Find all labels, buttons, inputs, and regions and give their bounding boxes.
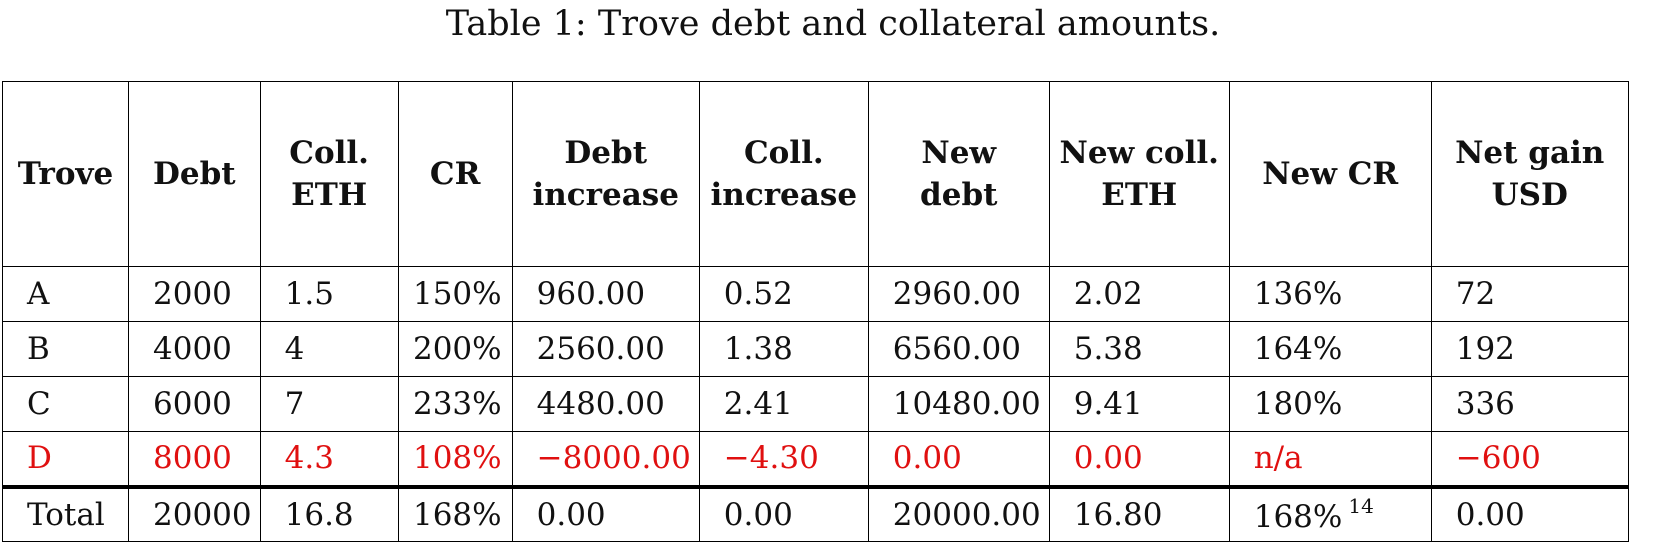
cell-debt-increase: −8000.00 — [511, 431, 700, 489]
cell-new-coll-eth: 5.38 — [1048, 321, 1230, 377]
cell-new-cr: 180% — [1228, 376, 1432, 432]
table-row: A 2000 1.5 150% 960.00 0.52 2960.00 2.02… — [2, 266, 1629, 322]
table-total-row: Total 20000 16.8 168% 0.00 0.00 20000.00… — [2, 486, 1629, 542]
cell-cr: 150% — [397, 266, 513, 322]
cell-new-cr-value: 168% — [1253, 499, 1343, 536]
cell-trove: C — [2, 376, 129, 432]
cell-new-coll-eth: 0.00 — [1048, 431, 1230, 489]
header-new-coll-eth: New coll. ETH — [1048, 81, 1230, 267]
table-caption: Table 1: Trove debt and collateral amoun… — [445, 4, 1221, 44]
cell-trove: D — [2, 431, 129, 489]
table-header-row: Trove Debt Coll. ETH CR Debt increase Coll… — [2, 81, 1629, 267]
header-new-debt: New debt — [867, 81, 1050, 267]
header-net-gain-usd: Net gain USD — [1430, 81, 1629, 267]
cell-debt-increase: 960.00 — [511, 266, 700, 322]
cell-coll-increase: 1.38 — [698, 321, 869, 377]
cell-coll-increase: 0.52 — [698, 266, 869, 322]
cell-new-debt: 20000.00 — [867, 486, 1050, 542]
cell-debt: 20000 — [128, 486, 261, 542]
cell-new-debt: 2960.00 — [867, 266, 1050, 322]
cell-coll-eth: 7 — [259, 376, 399, 432]
cell-new-coll-eth: 16.80 — [1048, 486, 1230, 542]
table-row: B 4000 4 200% 2560.00 1.38 6560.00 5.38 … — [2, 321, 1629, 377]
cell-debt-increase: 0.00 — [511, 486, 700, 542]
cell-debt: 2000 — [128, 266, 261, 322]
header-debt: Debt — [128, 81, 261, 267]
header-cr: CR — [397, 81, 513, 267]
cell-coll-increase: 0.00 — [698, 486, 869, 542]
cell-coll-eth: 4.3 — [259, 431, 399, 489]
cell-net-gain-usd: 192 — [1430, 321, 1629, 377]
cell-coll-eth: 16.8 — [259, 486, 399, 542]
cell-new-debt: 10480.00 — [867, 376, 1050, 432]
cell-net-gain-usd: 0.00 — [1430, 486, 1629, 542]
cell-cr: 168% — [397, 486, 513, 542]
trove-table: Trove Debt Coll. ETH CR Debt increase Coll… — [2, 81, 1629, 542]
cell-net-gain-usd: 336 — [1430, 376, 1629, 432]
cell-coll-eth: 1.5 — [259, 266, 399, 322]
cell-new-cr: 136% — [1228, 266, 1432, 322]
table-row: C 6000 7 233% 4480.00 2.41 10480.00 9.41… — [2, 376, 1629, 432]
footnote-marker: 14 — [1348, 494, 1374, 519]
header-coll-increase: Coll. increase — [698, 81, 869, 267]
cell-debt-increase: 4480.00 — [511, 376, 700, 432]
cell-trove: A — [2, 266, 129, 322]
cell-new-cr: 164% — [1228, 321, 1432, 377]
cell-cr: 233% — [397, 376, 513, 432]
cell-cr: 200% — [397, 321, 513, 377]
cell-debt-increase: 2560.00 — [511, 321, 700, 377]
header-trove: Trove — [2, 81, 129, 267]
header-debt-increase: Debt increase — [511, 81, 700, 267]
header-coll-eth: Coll. ETH — [259, 81, 399, 267]
cell-debt: 6000 — [128, 376, 261, 432]
cell-net-gain-usd: −600 — [1430, 431, 1629, 489]
cell-new-debt: 0.00 — [867, 431, 1050, 489]
cell-net-gain-usd: 72 — [1430, 266, 1629, 322]
cell-trove: Total — [2, 486, 129, 542]
cell-new-coll-eth: 9.41 — [1048, 376, 1230, 432]
cell-coll-increase: 2.41 — [698, 376, 869, 432]
cell-debt: 4000 — [128, 321, 261, 377]
cell-cr: 108% — [397, 431, 513, 489]
cell-coll-increase: −4.30 — [698, 431, 869, 489]
cell-new-debt: 6560.00 — [867, 321, 1050, 377]
cell-new-cr: 168% 14 — [1228, 486, 1432, 542]
header-new-cr: New CR — [1228, 81, 1432, 267]
cell-coll-eth: 4 — [259, 321, 399, 377]
cell-debt: 8000 — [128, 431, 261, 489]
cell-new-coll-eth: 2.02 — [1048, 266, 1230, 322]
cell-new-cr: n/a — [1228, 431, 1432, 489]
cell-trove: B — [2, 321, 129, 377]
table-row-highlighted: D 8000 4.3 108% −8000.00 −4.30 0.00 0.00… — [2, 431, 1629, 489]
